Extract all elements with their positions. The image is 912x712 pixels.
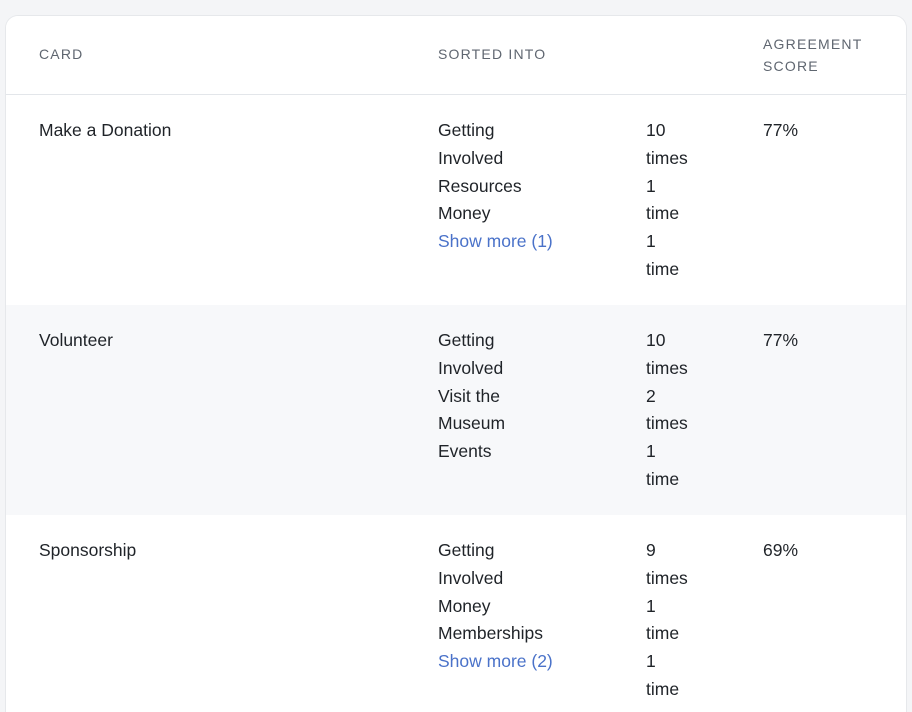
sorted-categories: Getting Involved Visit the Museum Events [438, 327, 618, 466]
category-line: Visit the [438, 385, 500, 406]
count-line: time [646, 468, 680, 489]
category-line: Getting [438, 330, 495, 350]
category-line: Involved [438, 567, 504, 588]
column-header-sorted-into[interactable]: SORTED INTO [438, 46, 547, 62]
sort-counts: 9 times 1 time 1 time [646, 537, 716, 704]
category-line: Memberships [438, 623, 544, 644]
agreement-score: 77% [763, 120, 799, 140]
show-more-link[interactable]: Show more (2) [438, 651, 553, 672]
sorted-categories: Getting Involved Money Memberships Show … [438, 537, 618, 676]
column-header-agreement-score[interactable]: AGREEMENT SCORE [763, 33, 893, 77]
category-line: Money [438, 203, 491, 224]
table-row: Volunteer Getting Involved Visit the Mus… [6, 305, 906, 515]
category-line: Getting [438, 120, 495, 140]
count-line: 9 [646, 540, 656, 560]
agreement-score: 69% [763, 540, 799, 560]
count-line: time [646, 623, 680, 644]
count-line: 1 [646, 231, 656, 252]
agreement-header-line-1: AGREEMENT [763, 36, 863, 52]
count-line: times [646, 567, 688, 588]
category-line: Involved [438, 357, 504, 378]
agreement-header-line-2: SCORE [763, 58, 819, 74]
count-line: 1 [646, 175, 656, 196]
count-line: time [646, 678, 680, 699]
card-name: Volunteer [39, 330, 113, 350]
count-line: 1 [646, 595, 656, 616]
table-row: Make a Donation Getting Involved Resourc… [6, 95, 906, 305]
category-line: Getting [438, 540, 495, 560]
card-name: Sponsorship [39, 540, 137, 560]
count-line: time [646, 258, 680, 279]
category-line: Museum [438, 413, 506, 434]
category-line: Resources [438, 175, 522, 196]
count-line: 2 [646, 385, 656, 406]
column-header-card[interactable]: CARD [39, 46, 84, 62]
card-sort-results-table: CARD SORTED INTO AGREEMENT SCORE Make a … [6, 16, 906, 712]
agreement-score: 77% [763, 330, 799, 350]
category-line: Money [438, 595, 491, 616]
sort-counts: 10 times 1 time 1 time [646, 117, 716, 284]
category-line: Events [438, 441, 492, 462]
count-line: times [646, 147, 688, 168]
table-header: CARD SORTED INTO AGREEMENT SCORE [6, 16, 906, 95]
show-more-link[interactable]: Show more (1) [438, 231, 553, 252]
count-line: times [646, 413, 688, 434]
card-name: Make a Donation [39, 120, 172, 140]
count-line: 10 [646, 330, 666, 350]
count-line: time [646, 203, 680, 224]
count-line: 1 [646, 441, 656, 462]
sort-counts: 10 times 2 times 1 time [646, 327, 716, 494]
count-line: times [646, 357, 688, 378]
category-line: Involved [438, 147, 504, 168]
sorted-categories: Getting Involved Resources Money Show mo… [438, 117, 618, 256]
table-row: Sponsorship Getting Involved Money Membe… [6, 515, 906, 712]
count-line: 1 [646, 651, 656, 672]
count-line: 10 [646, 120, 666, 140]
